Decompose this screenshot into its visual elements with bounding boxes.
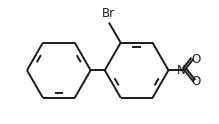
Text: Br: Br — [102, 7, 115, 20]
Text: O: O — [191, 53, 201, 66]
Text: O: O — [191, 75, 201, 88]
Text: N: N — [177, 64, 185, 77]
